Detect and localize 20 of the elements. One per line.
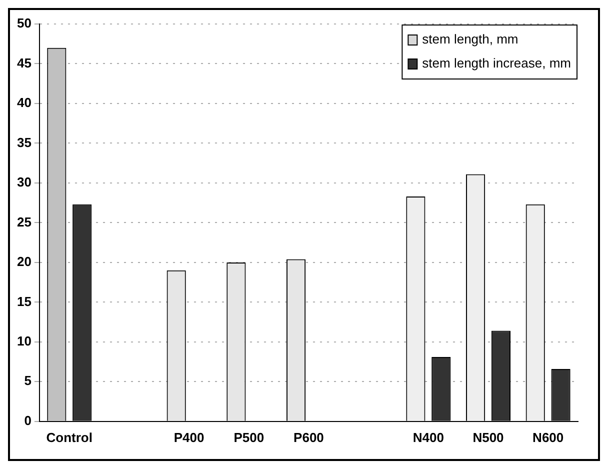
y-tick-label: 30 <box>16 174 32 190</box>
y-tick-label: 15 <box>16 294 32 309</box>
y-tick-label: 45 <box>16 55 32 70</box>
y-tick-label: 50 <box>16 16 32 31</box>
x-tick-label: N400 <box>412 430 444 445</box>
x-tick-label: P400 <box>174 430 204 445</box>
y-tick-label: 25 <box>16 214 32 230</box>
x-tick-label: Control <box>46 430 92 445</box>
x-tick-label: N600 <box>532 430 564 445</box>
y-tick-label: 0 <box>24 412 32 428</box>
x-tick-label: P500 <box>234 430 264 445</box>
y-tick-label: 10 <box>16 334 32 348</box>
y-tick-label: 5 <box>24 373 32 388</box>
legend-label: stem length, mm <box>422 32 518 47</box>
y-tick-label: 40 <box>16 95 32 110</box>
x-tick-label: P600 <box>294 430 324 445</box>
x-tick-label: N500 <box>472 430 504 445</box>
legend-label: stem length increase, mm <box>422 56 572 71</box>
y-tick-label: 20 <box>16 254 32 270</box>
y-tick-label: 35 <box>16 134 32 150</box>
